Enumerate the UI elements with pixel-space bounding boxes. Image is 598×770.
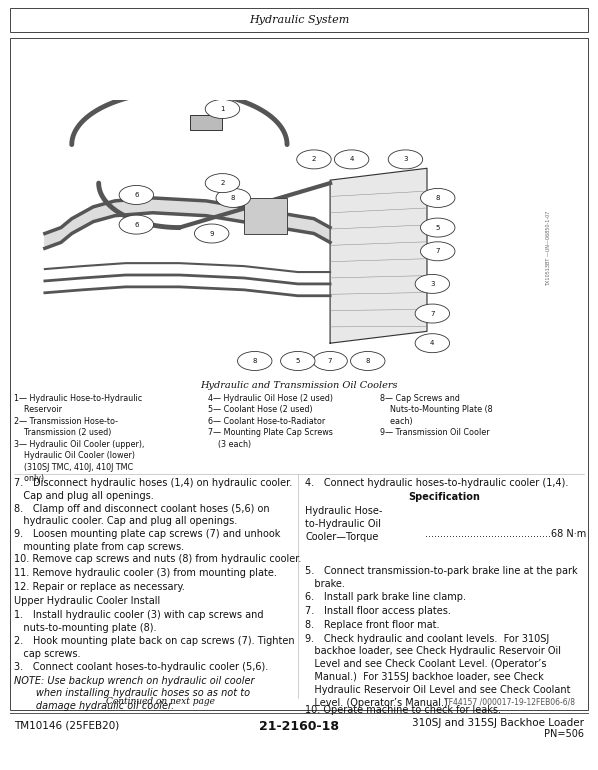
Bar (244, 198, 287, 233)
Text: 11. Remove hydraulic cooler (3) from mounting plate.: 11. Remove hydraulic cooler (3) from mou… (14, 568, 277, 578)
Circle shape (216, 189, 251, 207)
Polygon shape (152, 198, 206, 216)
Circle shape (415, 333, 450, 353)
Circle shape (350, 351, 385, 370)
Circle shape (119, 215, 154, 234)
Circle shape (415, 274, 450, 293)
Circle shape (420, 189, 455, 207)
Polygon shape (93, 201, 115, 222)
Text: 21-2160-18: 21-2160-18 (259, 719, 339, 732)
Text: 3: 3 (430, 281, 435, 287)
Circle shape (313, 351, 347, 370)
Text: 4: 4 (430, 340, 435, 346)
Text: Continued on next page: Continued on next page (105, 698, 215, 707)
Circle shape (119, 186, 154, 205)
Text: 4— Hydraulic Oil Hose (2 used)
5— Coolant Hose (2 used)
6— Coolant Hose-to-Radia: 4— Hydraulic Oil Hose (2 used) 5— Coolan… (208, 394, 333, 449)
Text: 8. Replace front floor mat.: 8. Replace front floor mat. (305, 620, 440, 630)
Text: NOTE: Use backup wrench on hydraulic oil cooler
       when installing hydraulic: NOTE: Use backup wrench on hydraulic oil… (14, 675, 255, 711)
Polygon shape (115, 198, 152, 216)
Text: 1: 1 (220, 106, 225, 112)
Polygon shape (206, 201, 260, 225)
Circle shape (388, 150, 423, 169)
Circle shape (205, 99, 240, 119)
Text: 3: 3 (403, 156, 408, 162)
Bar (10, 8, 588, 32)
Text: 2. Hook mounting plate back on cap screws (7). Tighten
   cap screws.: 2. Hook mounting plate back on cap screw… (14, 636, 295, 659)
Text: 7. Install floor access plates.: 7. Install floor access plates. (305, 605, 451, 615)
Text: 9. Check hydraulic and coolant levels.  For 310SJ
   backhoe loader, see Check H: 9. Check hydraulic and coolant levels. F… (305, 634, 570, 708)
Text: Hydraulic and Transmission Oil Coolers: Hydraulic and Transmission Oil Coolers (200, 381, 398, 390)
Text: 1— Hydraulic Hose-to-Hydraulic
    Reservoir
2— Transmission Hose-to-
    Transm: 1— Hydraulic Hose-to-Hydraulic Reservoir… (14, 394, 144, 483)
Text: 6. Install park brake line clamp.: 6. Install park brake line clamp. (305, 591, 466, 601)
Text: 8: 8 (365, 358, 370, 364)
Text: 5: 5 (295, 358, 300, 364)
Text: 9. Loosen mounting plate cap screws (7) and unhook
   mounting plate from cap sc: 9. Loosen mounting plate cap screws (7) … (14, 529, 280, 552)
Text: 8: 8 (231, 195, 236, 201)
Circle shape (334, 150, 369, 169)
Text: 9: 9 (209, 230, 214, 236)
Polygon shape (314, 219, 330, 243)
Text: 8: 8 (252, 358, 257, 364)
Text: 6: 6 (134, 222, 139, 228)
Text: 2: 2 (312, 156, 316, 162)
Text: 50 lb-ft: 50 lb-ft (425, 541, 598, 551)
Text: 3. Connect coolant hoses-to-hydraulic cooler (5,6).: 3. Connect coolant hoses-to-hydraulic co… (14, 661, 269, 671)
Text: 8. Clamp off and disconnect coolant hoses (5,6) on
   hydraulic cooler. Cap and : 8. Clamp off and disconnect coolant hose… (14, 504, 270, 527)
Text: 8— Cap Screws and
    Nuts-to-Mounting Plate (8
    each)
9— Transmission Oil Co: 8— Cap Screws and Nuts-to-Mounting Plate… (380, 394, 493, 437)
Circle shape (194, 224, 229, 243)
Text: TM10146 (25FEB20): TM10146 (25FEB20) (14, 721, 119, 731)
Polygon shape (330, 169, 427, 343)
Polygon shape (260, 209, 314, 233)
Text: TF44157 /000017-19-12FEB06-6/8: TF44157 /000017-19-12FEB06-6/8 (444, 698, 575, 707)
Circle shape (237, 351, 272, 370)
Text: Hydraulic System: Hydraulic System (249, 15, 349, 25)
Polygon shape (83, 207, 93, 228)
Bar (190, 115, 222, 129)
Text: 10. Operate machine to check for leaks.: 10. Operate machine to check for leaks. (305, 705, 501, 715)
Polygon shape (45, 228, 61, 248)
Text: 10. Remove cap screws and nuts (8) from hydraulic cooler.: 10. Remove cap screws and nuts (8) from … (14, 554, 301, 564)
Text: 7: 7 (435, 248, 440, 254)
Text: 12. Repair or replace as necessary.: 12. Repair or replace as necessary. (14, 582, 185, 592)
Circle shape (280, 351, 315, 370)
Text: 7. Disconnect hydraulic hoses (1,4) on hydraulic cooler.
   Cap and plug all ope: 7. Disconnect hydraulic hoses (1,4) on h… (14, 478, 292, 501)
Text: 2: 2 (220, 180, 225, 186)
Circle shape (415, 304, 450, 323)
Circle shape (205, 173, 240, 192)
Text: 5. Connect transmission-to-park brake line at the park
   brake.: 5. Connect transmission-to-park brake li… (305, 566, 578, 589)
Text: 6: 6 (134, 192, 139, 198)
Text: 4: 4 (349, 156, 354, 162)
Text: 8: 8 (435, 195, 440, 201)
Text: Upper Hydraulic Cooler Install: Upper Hydraulic Cooler Install (14, 597, 160, 607)
Text: Specification: Specification (408, 492, 480, 502)
Polygon shape (72, 213, 83, 233)
Text: TX10513BT —UN—06850-1-07: TX10513BT —UN—06850-1-07 (546, 211, 551, 286)
Text: Hydraulic Hose-
to-Hydraulic Oil
Cooler—Torque: Hydraulic Hose- to-Hydraulic Oil Cooler—… (305, 506, 382, 541)
Text: 5: 5 (435, 225, 440, 230)
Text: 1. Install hydraulic cooler (3) with cap screws and
   nuts-to-mounting plate (8: 1. Install hydraulic cooler (3) with cap… (14, 611, 264, 633)
Polygon shape (61, 219, 72, 243)
Text: 7: 7 (328, 358, 332, 364)
Text: 4. Connect hydraulic hoses-to-hydraulic cooler (1,4).: 4. Connect hydraulic hoses-to-hydraulic … (305, 478, 568, 488)
Text: 310SJ and 315SJ Backhoe Loader: 310SJ and 315SJ Backhoe Loader (412, 718, 584, 728)
Circle shape (297, 150, 331, 169)
Text: PN=506: PN=506 (544, 729, 584, 739)
Text: 7: 7 (430, 310, 435, 316)
Bar (10, 38, 588, 710)
Circle shape (420, 218, 455, 237)
Circle shape (420, 242, 455, 261)
Text: ..........................................68 N·m: ........................................… (425, 529, 586, 539)
